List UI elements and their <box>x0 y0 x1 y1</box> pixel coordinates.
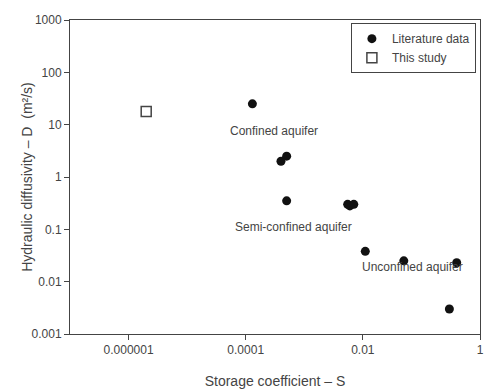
svg-text:0.0001: 0.0001 <box>227 343 264 357</box>
svg-text:100: 100 <box>42 66 62 80</box>
svg-text:10: 10 <box>48 118 62 132</box>
svg-text:1000: 1000 <box>35 13 62 27</box>
svg-text:1: 1 <box>477 343 484 357</box>
svg-text:Literature data: Literature data <box>392 32 470 46</box>
svg-text:1: 1 <box>55 170 62 184</box>
svg-text:Storage coefficient – S: Storage coefficient – S <box>205 373 346 389</box>
svg-text:0.01: 0.01 <box>38 275 62 289</box>
svg-text:0.1: 0.1 <box>45 223 62 237</box>
svg-text:Semi-confined aquifer: Semi-confined aquifer <box>235 220 352 234</box>
svg-text:Hydraulic diffusivity – D (m²: Hydraulic diffusivity – D (m²/s) <box>19 82 35 272</box>
svg-text:0.001: 0.001 <box>32 327 62 341</box>
svg-text:Confined aquifer: Confined aquifer <box>230 124 318 138</box>
svg-text:0.01: 0.01 <box>351 343 375 357</box>
svg-text:Unconfined aquifer: Unconfined aquifer <box>362 260 463 274</box>
svg-text:0.000001: 0.000001 <box>104 343 154 357</box>
svg-text:This study: This study <box>392 51 447 65</box>
